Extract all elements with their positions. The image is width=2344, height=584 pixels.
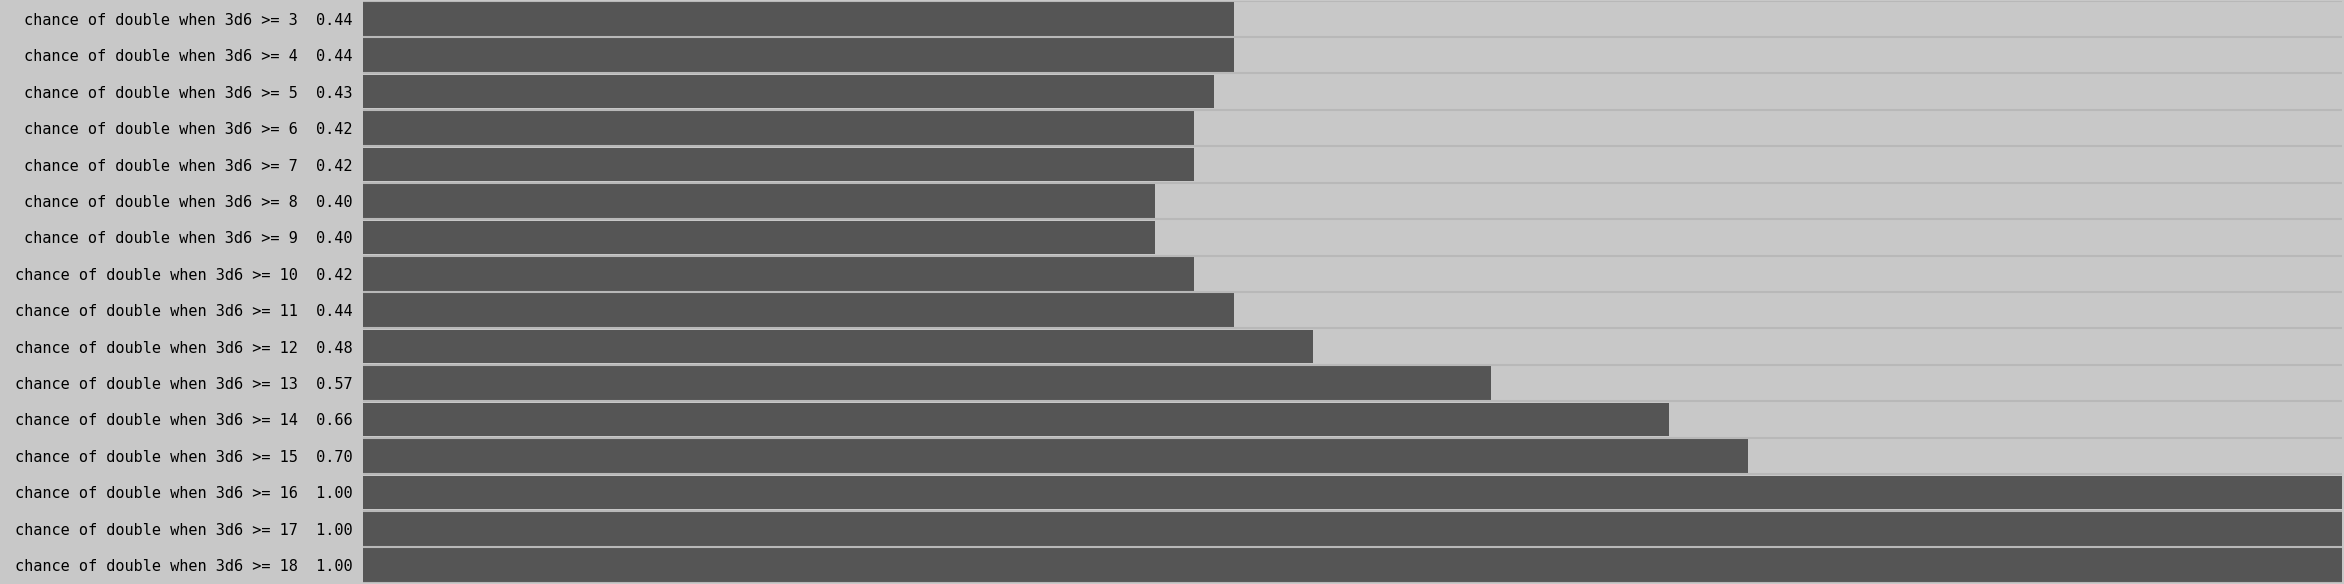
Bar — [363, 475, 2342, 509]
Bar — [363, 330, 1313, 363]
Bar — [363, 183, 2342, 219]
Bar — [363, 221, 1156, 254]
Bar — [363, 110, 2342, 146]
Bar — [363, 146, 2342, 183]
Bar — [363, 37, 2342, 74]
Bar — [363, 292, 2342, 328]
Bar — [363, 401, 2342, 438]
Bar — [363, 257, 1193, 291]
Bar — [363, 39, 1233, 72]
Bar — [363, 366, 1491, 400]
Bar — [363, 439, 1749, 472]
Bar — [363, 148, 1193, 181]
Bar — [363, 112, 1193, 145]
Bar — [363, 548, 2342, 582]
Bar — [363, 510, 2342, 547]
Bar — [363, 403, 1669, 436]
Bar — [363, 293, 1233, 327]
Bar — [363, 184, 1156, 218]
Bar — [363, 328, 2342, 365]
Bar — [363, 1, 2342, 37]
Bar — [363, 74, 2342, 110]
Bar — [363, 512, 2342, 545]
Bar — [363, 474, 2342, 510]
Bar — [363, 219, 2342, 256]
Bar — [363, 75, 1214, 109]
Bar — [363, 365, 2342, 401]
Bar — [363, 256, 2342, 292]
Bar — [363, 2, 1233, 36]
Bar — [363, 547, 2342, 583]
Bar — [363, 438, 2342, 474]
